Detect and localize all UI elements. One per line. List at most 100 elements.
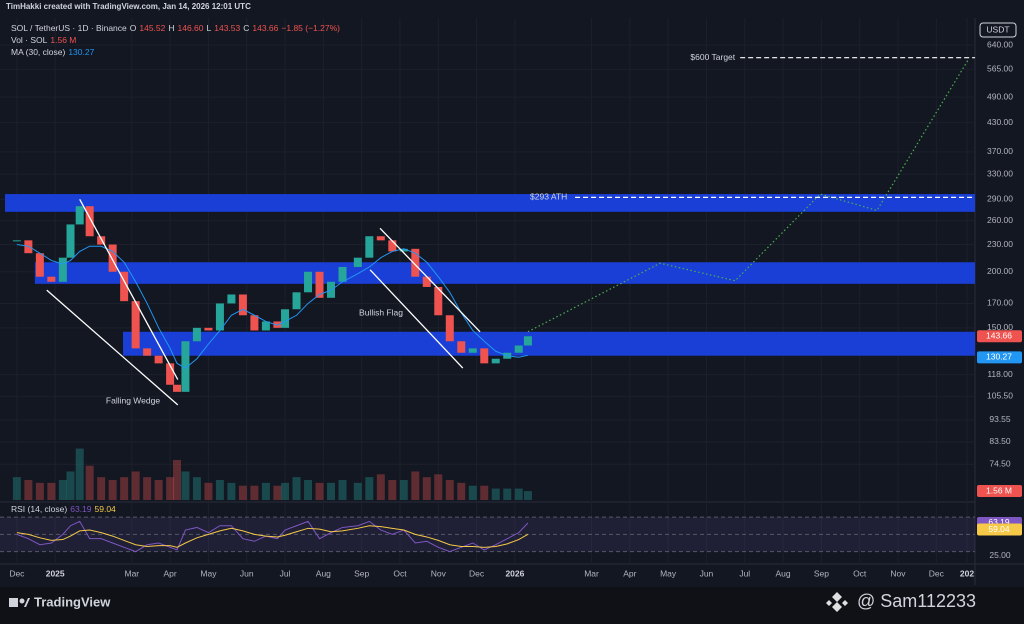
candle (35, 253, 44, 277)
volume-bar (315, 482, 324, 500)
volume-bar (108, 480, 117, 500)
ma-value: 130.27 (986, 352, 1012, 362)
candle (192, 327, 201, 342)
volume-bar (238, 485, 247, 500)
volume-bar (376, 474, 385, 500)
ma-value-bg (977, 351, 1022, 364)
currency-box (979, 22, 1017, 38)
candle (365, 236, 374, 258)
candle (75, 206, 84, 225)
candle (66, 224, 75, 258)
x-tick-label: Mar (124, 568, 139, 578)
volume-bar (480, 485, 489, 500)
rsi-value: 63.19 (988, 517, 1010, 527)
candle (273, 321, 282, 328)
volume-bar (468, 485, 477, 500)
candle (85, 206, 94, 237)
target-label: $600 Target (690, 52, 735, 62)
pattern-label: Falling Wedge (106, 395, 160, 405)
x-tick-label: Sep (814, 568, 829, 578)
y-tick-label: 230.00 (987, 239, 1013, 249)
last-price-bg (977, 330, 1022, 343)
candle (173, 384, 182, 392)
volume-bar (192, 477, 201, 500)
y-tick-label: 150.00 (987, 322, 1013, 332)
candle (514, 345, 523, 353)
zone (122, 331, 976, 356)
x-tick-label: Dec (469, 568, 485, 578)
volume-bar (131, 471, 140, 500)
legend-item: SOL / TetherUS · 1D · Binance (11, 23, 127, 33)
target-label: $293 ATH (530, 192, 567, 202)
candle (204, 327, 213, 331)
candle (47, 276, 56, 282)
volume-bar (204, 482, 213, 500)
legend-item: H (168, 23, 174, 33)
y-tick-label: 93.55 (989, 414, 1011, 424)
x-tick-label: Oct (393, 568, 407, 578)
brand: TradingView (34, 594, 111, 609)
volume-bar (250, 485, 259, 500)
pattern-label: Bullish Flag (359, 307, 403, 317)
candle (281, 309, 290, 328)
volume-bar (411, 471, 420, 500)
candle (445, 315, 454, 342)
y-tick-label: 83.50 (989, 436, 1011, 446)
candle (97, 236, 106, 245)
volume-bar (35, 482, 44, 500)
rsi-ma-line (16, 525, 529, 548)
candle (12, 240, 21, 242)
candle (58, 257, 67, 282)
volume-bar (523, 491, 532, 500)
candle (353, 257, 362, 267)
zone (34, 262, 975, 284)
y-tick-label: 330.00 (987, 168, 1013, 178)
volume-bar (445, 480, 454, 500)
ma-line (16, 244, 529, 369)
volume-bar (154, 480, 163, 500)
y-tick-label: 105.50 (987, 391, 1013, 401)
candle (227, 294, 236, 304)
legend-item: 1.56 M (50, 35, 76, 45)
volume-bar (457, 482, 466, 500)
footer-bar (0, 587, 1024, 624)
tv-logo (9, 598, 30, 607)
legend-row: SOL / TetherUS · 1D · Binance O 145.52 H 146… (11, 23, 340, 33)
handle: @ Sam112233 (857, 591, 976, 611)
binance-icon (826, 592, 848, 612)
legend-item: L (207, 23, 212, 33)
x-tick-label: 2025 (46, 568, 65, 578)
volume-bar (365, 477, 374, 500)
x-tick-label: Sep (354, 568, 369, 578)
x-tick-label: Aug (316, 568, 331, 578)
volume-bar (353, 482, 362, 500)
volume-bar (12, 477, 21, 500)
volume-bar (261, 482, 270, 500)
x-tick-label: May (200, 568, 217, 578)
candle (411, 248, 420, 277)
x-tick-label: Jun (240, 568, 254, 578)
legend-item: 59.04 (95, 504, 117, 514)
x-tick-label: Oct (853, 568, 867, 578)
candle (131, 301, 140, 349)
x-tick-label: Dec (929, 568, 945, 578)
legend-row: MA (30, close) 130.27 (11, 47, 95, 57)
legend-item: O (130, 23, 137, 33)
legend-item: 130.27 (68, 47, 94, 57)
candle (292, 292, 301, 310)
legend-item: RSI (14, close) (11, 504, 67, 514)
y-tick-label: 565.00 (987, 64, 1013, 74)
x-tick-label: Mar (584, 568, 599, 578)
x-tick-label: Dec (9, 568, 25, 578)
candle (338, 266, 347, 282)
credit: TimHakki created with TradingView.com, J… (6, 2, 251, 11)
x-tick-label: Jul (739, 568, 750, 578)
candle (215, 303, 224, 331)
candle (468, 348, 477, 353)
volume-bar (292, 477, 301, 500)
volume-bar (327, 482, 336, 500)
rsi-tick-label: 25.00 (989, 550, 1011, 560)
candle (108, 244, 117, 272)
